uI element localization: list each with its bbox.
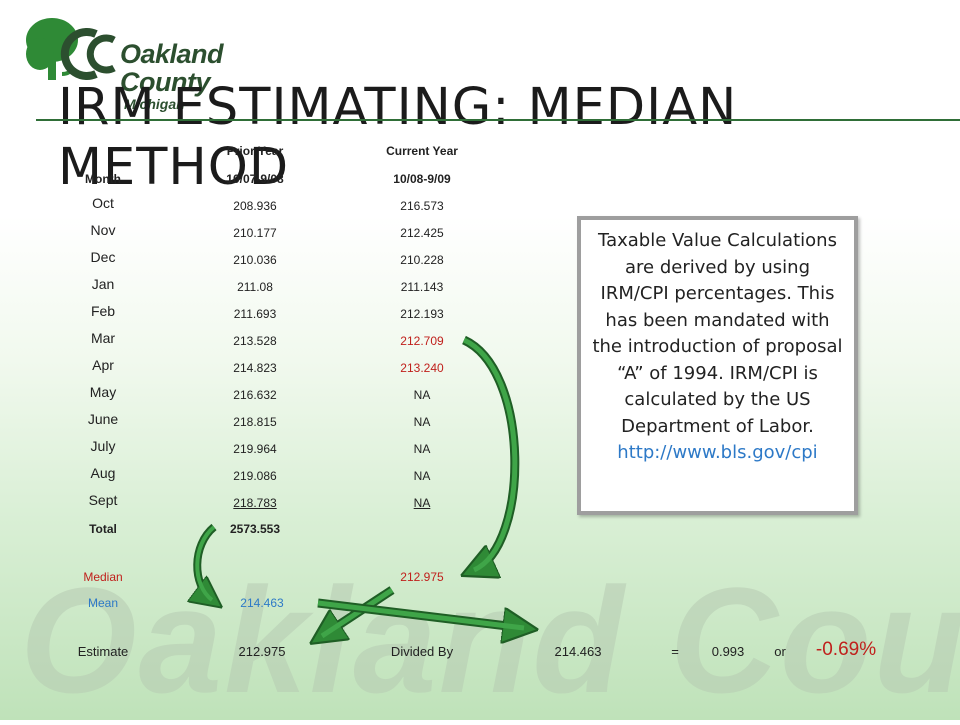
header-prior-year: Prior Year [226, 144, 284, 158]
month-cell: Dec [90, 249, 116, 265]
percent-change: -0.69% [815, 639, 877, 660]
current-cell: NA [413, 496, 431, 510]
info-textbox: Taxable Value Calculations are derived b… [577, 216, 858, 515]
mean-label: Mean [87, 596, 119, 610]
total-label: Total [89, 522, 117, 536]
estimate-label: Estimate [77, 644, 129, 659]
logo-state: Michigan [124, 96, 185, 112]
month-cell: Jan [91, 276, 115, 292]
mean-value: 214.463 [240, 596, 284, 610]
prior-cell: 208.936 [233, 199, 277, 213]
current-cell: 210.228 [400, 253, 444, 267]
current-cell: NA [413, 469, 431, 483]
month-cell: Sept [88, 492, 118, 508]
month-cell: Oct [92, 195, 114, 211]
current-cell-highlight: 212.709 [400, 334, 444, 348]
divisor-value: 214.463 [554, 644, 602, 659]
oakland-county-logo: Oakland County Michigan [22, 14, 282, 112]
ratio-value: 0.993 [711, 644, 745, 659]
prior-cell: 216.632 [233, 388, 277, 402]
total-value: 2573.553 [229, 522, 281, 536]
current-cell-highlight: 213.240 [400, 361, 444, 375]
current-cell: 212.193 [400, 307, 444, 321]
current-cell: NA [413, 442, 431, 456]
title-underline [36, 119, 960, 121]
current-cell: 212.425 [400, 226, 444, 240]
slide-title: IRM ESTIMATING: MEDIAN METHOD [58, 78, 738, 197]
month-cell: Apr [92, 357, 114, 373]
equals-sign: = [671, 644, 679, 659]
month-cell: June [87, 411, 119, 427]
tree-logo-icon [26, 18, 116, 80]
divided-by-label: Divided By [390, 644, 454, 659]
median-value: 212.975 [400, 570, 444, 584]
prior-cell: 218.783 [233, 496, 277, 510]
median-label: Median [83, 570, 123, 584]
prior-cell: 210.036 [233, 253, 277, 267]
prior-cell: 210.177 [233, 226, 277, 240]
current-cell: 211.143 [400, 280, 444, 294]
current-cell: NA [413, 388, 431, 402]
info-text: Taxable Value Calculations are derived b… [592, 230, 843, 437]
header-current-range: 10/08-9/09 [393, 172, 451, 186]
month-cell: July [90, 438, 116, 454]
header-prior-range: 10/07-9/08 [226, 172, 284, 186]
prior-cell: 211.693 [233, 307, 277, 321]
month-cell: Mar [90, 330, 116, 346]
estimate-value: 212.975 [238, 644, 286, 659]
prior-cell: 218.815 [233, 415, 277, 429]
current-cell: 216.573 [400, 199, 444, 213]
prior-cell: 214.823 [233, 361, 277, 375]
or-label: or [774, 644, 786, 659]
arrow-to-median [464, 335, 520, 570]
logo-name: Oakland County [120, 39, 224, 97]
bls-link[interactable]: http://www.bls.gov/cpi [617, 442, 818, 463]
prior-cell: 211.08 [237, 280, 273, 294]
header-current-year: Current Year [386, 144, 458, 158]
oakland-county-watermark: Oakland County [20, 565, 960, 724]
month-cell: Feb [90, 303, 116, 319]
month-cell: Aug [90, 465, 116, 481]
prior-cell: 219.086 [233, 469, 277, 483]
month-cell: May [89, 384, 117, 400]
month-cell: Nov [90, 222, 116, 238]
prior-cell: 213.528 [233, 334, 277, 348]
header-month: Month [85, 172, 121, 186]
current-cell: NA [413, 415, 431, 429]
prior-cell: 219.964 [233, 442, 277, 456]
